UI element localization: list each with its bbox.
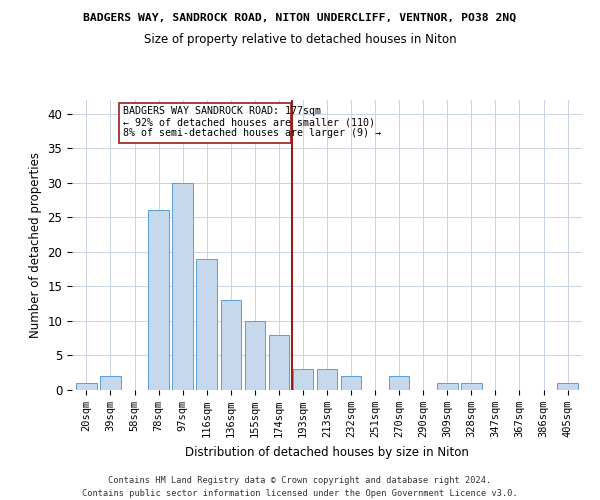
Bar [76, 383, 97, 390]
Bar [437, 383, 458, 390]
Bar [461, 383, 482, 390]
Bar [100, 376, 121, 390]
Bar [389, 376, 409, 390]
Bar [172, 183, 193, 390]
Text: BADGERS WAY SANDROCK ROAD: 177sqm: BADGERS WAY SANDROCK ROAD: 177sqm [123, 106, 321, 116]
Bar [293, 370, 313, 390]
Bar [341, 376, 361, 390]
FancyBboxPatch shape [119, 103, 291, 143]
Y-axis label: Number of detached properties: Number of detached properties [29, 152, 42, 338]
Text: Contains public sector information licensed under the Open Government Licence v3: Contains public sector information licen… [82, 489, 518, 498]
Text: BADGERS WAY, SANDROCK ROAD, NITON UNDERCLIFF, VENTNOR, PO38 2NQ: BADGERS WAY, SANDROCK ROAD, NITON UNDERC… [83, 12, 517, 22]
Text: ← 92% of detached houses are smaller (110): ← 92% of detached houses are smaller (11… [123, 118, 375, 128]
Bar [317, 370, 337, 390]
Bar [269, 335, 289, 390]
Text: Size of property relative to detached houses in Niton: Size of property relative to detached ho… [143, 32, 457, 46]
Text: Contains HM Land Registry data © Crown copyright and database right 2024.: Contains HM Land Registry data © Crown c… [109, 476, 491, 485]
Bar [245, 321, 265, 390]
Bar [196, 259, 217, 390]
Bar [221, 300, 241, 390]
Bar [557, 383, 578, 390]
Text: 8% of semi-detached houses are larger (9) →: 8% of semi-detached houses are larger (9… [123, 128, 381, 138]
Bar [148, 210, 169, 390]
X-axis label: Distribution of detached houses by size in Niton: Distribution of detached houses by size … [185, 446, 469, 458]
